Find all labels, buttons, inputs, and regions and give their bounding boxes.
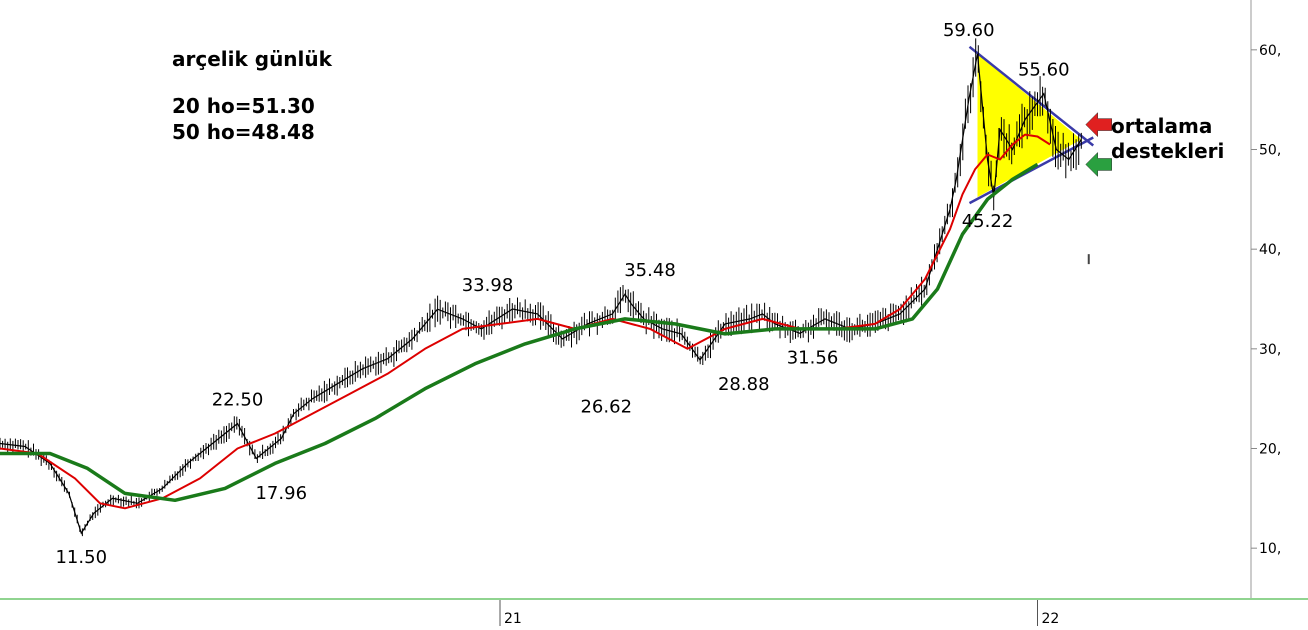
y-tick-label: 40, bbox=[1259, 242, 1281, 258]
red-arrow-icon bbox=[1085, 111, 1112, 138]
price-label: 17.96 bbox=[255, 483, 307, 504]
chart-title: arçelik günlük bbox=[172, 47, 333, 71]
price-label: 45.22 bbox=[962, 211, 1014, 232]
annotation-text: ortalama bbox=[1111, 114, 1212, 138]
support-trendline bbox=[968, 136, 1094, 205]
resistance-trendline bbox=[968, 45, 1095, 147]
price-close-line bbox=[0, 53, 1082, 535]
ma-info-line: 50 ho=48.48 bbox=[172, 120, 315, 144]
price-labels-layer: 11.50 22.50 17.96 33.98 26.62 35.48 28.88 31.56… bbox=[55, 20, 1069, 568]
price-label: 31.56 bbox=[787, 347, 839, 368]
ma50-line bbox=[0, 162, 1039, 503]
y-tick-label: 30, bbox=[1259, 342, 1281, 358]
moving-average-layer bbox=[0, 133, 1051, 510]
ma-info-line: 20 ho=51.30 bbox=[172, 94, 315, 118]
annotation-text: destekleri bbox=[1111, 139, 1224, 163]
price-label: 28.88 bbox=[718, 374, 770, 395]
price-label: 11.50 bbox=[55, 547, 107, 568]
price-label: 22.50 bbox=[212, 390, 264, 411]
green-arrow-icon bbox=[1085, 151, 1112, 178]
x-tick-label: 21 bbox=[504, 611, 522, 626]
y-tick-label: 60, bbox=[1259, 43, 1281, 59]
price-layer bbox=[0, 38, 1090, 537]
y-tick-label: 10, bbox=[1259, 541, 1281, 557]
y-tick-label: 50, bbox=[1259, 143, 1281, 159]
price-label: 35.48 bbox=[624, 260, 676, 281]
price-label: 55.60 bbox=[1018, 60, 1070, 81]
ma20-line bbox=[0, 133, 1051, 510]
price-label: 59.60 bbox=[943, 20, 995, 41]
y-tick-label: 20, bbox=[1259, 442, 1281, 458]
x-tick-label: 22 bbox=[1042, 611, 1060, 626]
price-label: 33.98 bbox=[462, 275, 514, 296]
price-label: 26.62 bbox=[580, 397, 632, 418]
